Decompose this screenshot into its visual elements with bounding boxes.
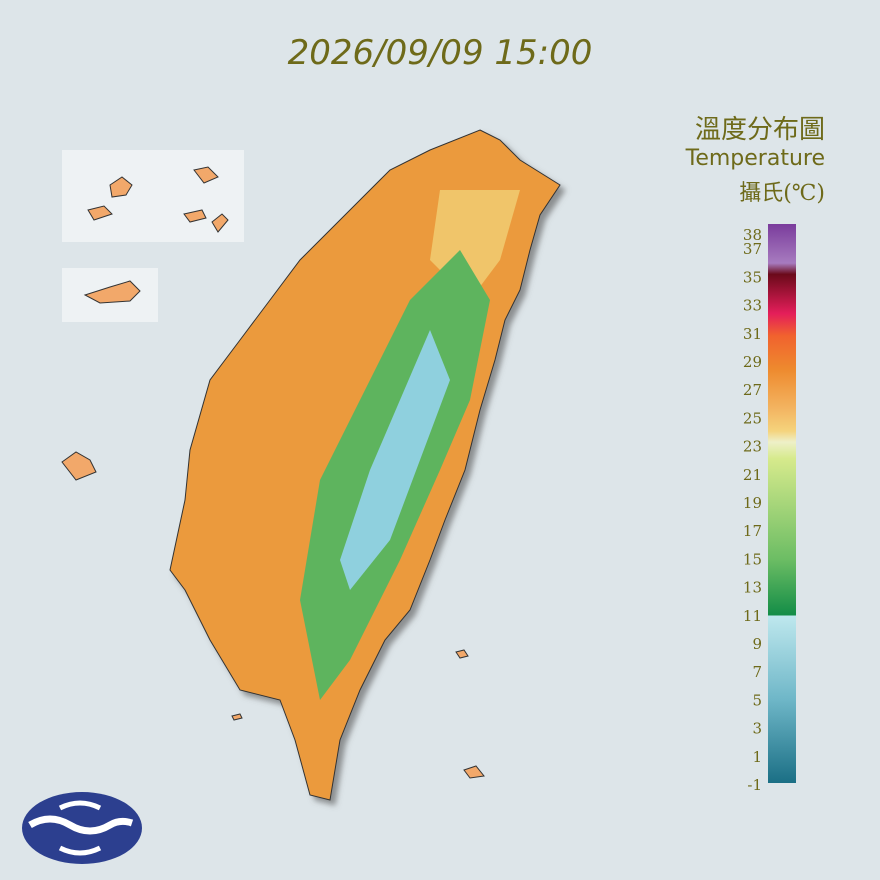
- tick-label: 7: [752, 663, 762, 681]
- tick-label: 29: [743, 353, 762, 371]
- legend-subtitle: Temperature: [685, 146, 825, 171]
- tick-label: 5: [752, 691, 762, 709]
- tick-label: 35: [743, 268, 762, 286]
- tick-label: 25: [743, 409, 762, 427]
- tick-label: 17: [743, 522, 762, 540]
- legend-unit: 攝氏(℃): [739, 181, 825, 206]
- tick-label: 33: [743, 297, 762, 315]
- tick-label: 31: [743, 325, 762, 343]
- tick-label: -1: [747, 776, 762, 794]
- islands: [61, 166, 485, 779]
- tick-label: 1: [752, 748, 762, 766]
- tick-label: 38: [743, 226, 762, 244]
- timestamp: 2026/09/09 15:00: [288, 33, 593, 73]
- tick-label: 11: [743, 607, 762, 625]
- tick-label: 21: [743, 466, 762, 484]
- logo: [22, 792, 142, 864]
- tick-label: 15: [743, 550, 762, 568]
- tick-label: 3: [752, 720, 762, 738]
- tick-label: 9: [752, 635, 762, 653]
- tick-label: 13: [743, 579, 762, 597]
- tick-label: 27: [743, 381, 762, 399]
- tick-label: 19: [743, 494, 762, 512]
- legend-title: 溫度分布圖: [695, 115, 825, 145]
- colorbar: [768, 224, 796, 783]
- tick-label: 23: [743, 438, 762, 456]
- tick-label: 37: [743, 240, 762, 258]
- high-peaks: [340, 330, 450, 590]
- inset-box: [62, 150, 244, 242]
